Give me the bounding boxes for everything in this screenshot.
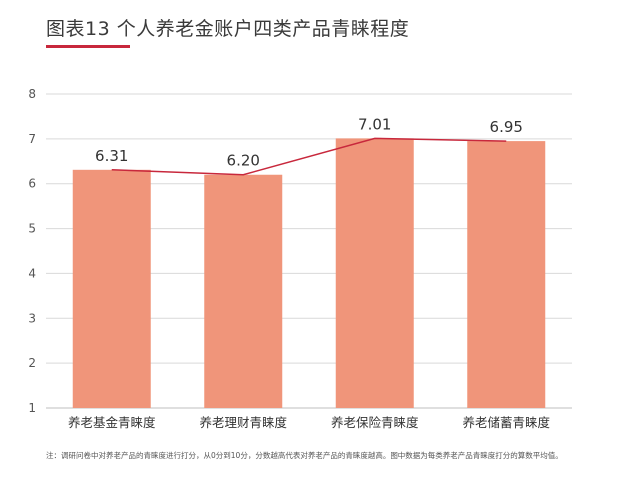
data-label: 6.20: [227, 152, 260, 170]
y-tick-label: 7: [28, 132, 36, 146]
y-tick-label: 8: [28, 87, 36, 101]
category-label: 养老储蓄青睐度: [462, 415, 550, 430]
bar: [335, 138, 414, 408]
category-label: 养老理财青睐度: [199, 415, 287, 430]
category-label: 养老基金青睐度: [68, 415, 156, 430]
category-label: 养老保险青睐度: [331, 415, 419, 430]
trend-line: [111, 137, 507, 176]
data-label: 6.31: [95, 147, 128, 165]
bar: [204, 174, 283, 408]
data-label: 7.01: [358, 115, 391, 133]
y-tick-label: 4: [28, 266, 36, 280]
data-label: 6.95: [490, 118, 523, 136]
footnote: 注：调研问卷中对养老产品的青睐度进行打分，从0分到10分，分数越高代表对养老产品…: [46, 451, 563, 460]
chart-title: 图表13 个人养老金账户四类产品青睐程度: [46, 18, 410, 40]
bar: [467, 141, 546, 408]
y-tick-label: 5: [28, 222, 36, 236]
title-underline: [46, 45, 130, 48]
y-tick-label: 3: [28, 311, 36, 325]
y-tick-label: 1: [28, 401, 36, 415]
y-tick-label: 2: [28, 356, 36, 370]
bar: [72, 169, 151, 408]
y-tick-label: 6: [28, 177, 36, 191]
